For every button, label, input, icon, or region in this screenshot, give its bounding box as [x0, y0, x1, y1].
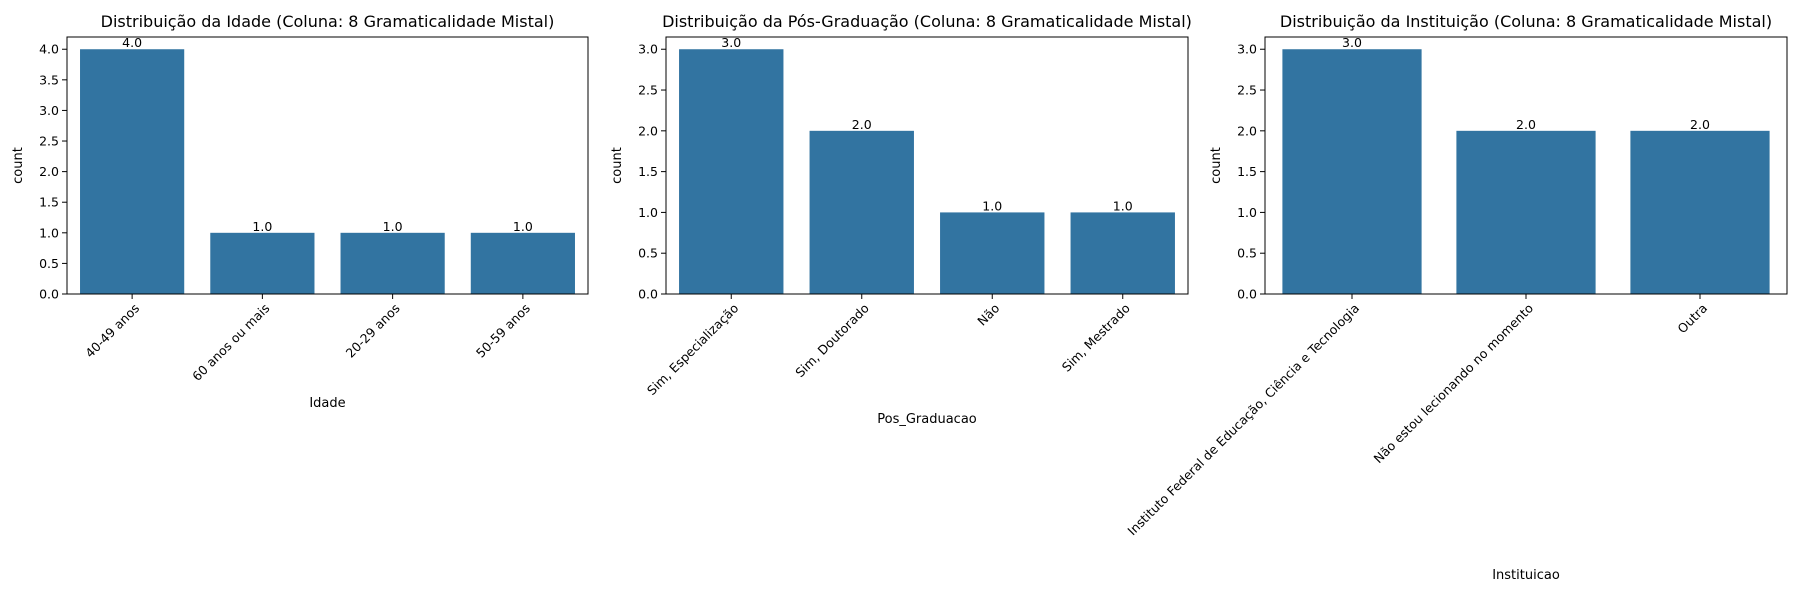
y-tick-label: 0.0 [39, 287, 59, 302]
bar-value-label: 1.0 [982, 198, 1002, 213]
x-tick-label: 20-29 anos [343, 301, 403, 361]
x-tick-label: Não [974, 301, 1002, 329]
bar-value-label: 3.0 [721, 35, 741, 50]
y-tick-label: 0.0 [1237, 287, 1257, 302]
bar-value-label: 1.0 [513, 219, 533, 234]
y-tick-label: 2.5 [39, 134, 59, 149]
y-tick-label: 2.5 [1237, 83, 1257, 98]
x-tick-label: Instituto Federal de Educação, Ciência e… [1124, 301, 1362, 539]
bar-3 [340, 232, 445, 294]
x-tick-label: Sim, Doutorado [792, 301, 872, 381]
y-tick-label: 1.0 [1237, 205, 1257, 220]
bar-1 [1282, 49, 1422, 294]
bar-value-label: 2.0 [1690, 117, 1710, 132]
y-tick-label: 2.5 [638, 83, 658, 98]
bar-1 [80, 49, 185, 294]
x-tick-label: 60 anos ou mais [189, 301, 272, 384]
bar-4 [470, 232, 575, 294]
plot-frame [66, 36, 589, 295]
y-tick-label: 1.0 [638, 205, 658, 220]
y-tick-label: 3.5 [39, 72, 59, 87]
x-axis-label: Instituicao [1492, 568, 1560, 583]
y-tick-label: 0.5 [39, 256, 59, 271]
y-tick-label: 4.0 [39, 42, 59, 57]
x-tick-label: Sim, Especialização [644, 301, 742, 399]
y-tick-label: 1.5 [39, 195, 59, 210]
y-tick-label: 2.0 [39, 164, 59, 179]
bar-value-label: 2.0 [852, 117, 872, 132]
x-tick-label: Sim, Mestrado [1059, 301, 1133, 375]
y-tick-label: 1.0 [39, 225, 59, 240]
bar-value-label: 2.0 [1516, 117, 1536, 132]
y-tick-label: 2.0 [638, 123, 658, 138]
bar-2 [210, 232, 315, 294]
x-tick-label: Outra [1674, 301, 1710, 337]
bar-value-label: 1.0 [383, 219, 403, 234]
chart-2: Distribuição da Pós-Graduação (Coluna: 8… [610, 12, 1192, 427]
bar-3 [1630, 130, 1770, 294]
bar-2 [1456, 130, 1596, 294]
x-axis-label: Pos_Graduacao [877, 412, 977, 427]
y-axis-label: count [610, 147, 625, 184]
bar-value-label: 3.0 [1342, 35, 1362, 50]
chart-1: Distribuição da Idade (Coluna: 8 Gramati… [11, 12, 589, 411]
bar-value-label: 1.0 [252, 219, 272, 234]
chart-title: Distribuição da Pós-Graduação (Coluna: 8… [662, 12, 1192, 31]
y-tick-label: 3.0 [638, 42, 658, 57]
chart-title: Distribuição da Idade (Coluna: 8 Gramati… [101, 12, 555, 31]
bar-value-label: 1.0 [1113, 198, 1133, 213]
y-tick-label: 3.0 [39, 103, 59, 118]
y-tick-label: 1.5 [638, 164, 658, 179]
x-axis-label: Idade [309, 396, 345, 411]
bar-4 [1070, 212, 1175, 294]
y-axis-label: count [11, 147, 26, 184]
x-tick-label: Não estou lecionando no momento [1371, 301, 1537, 467]
y-tick-label: 0.5 [638, 246, 658, 261]
bar-3 [940, 212, 1045, 294]
plot-frame [665, 36, 1189, 295]
chart-3: Distribuição da Instituição (Coluna: 8 G… [1124, 12, 1788, 583]
x-tick-label: 50-59 anos [473, 301, 533, 361]
bar-value-label: 4.0 [122, 35, 142, 50]
bar-1 [679, 49, 784, 294]
y-tick-label: 3.0 [1237, 42, 1257, 57]
chart-title: Distribuição da Instituição (Coluna: 8 G… [1280, 12, 1772, 31]
y-tick-label: 1.5 [1237, 164, 1257, 179]
y-tick-label: 2.0 [1237, 123, 1257, 138]
bar-2 [809, 130, 914, 294]
y-axis-label: count [1209, 147, 1224, 184]
y-tick-label: 0.5 [1237, 246, 1257, 261]
x-tick-label: 40-49 anos [82, 301, 142, 361]
y-tick-label: 0.0 [638, 287, 658, 302]
